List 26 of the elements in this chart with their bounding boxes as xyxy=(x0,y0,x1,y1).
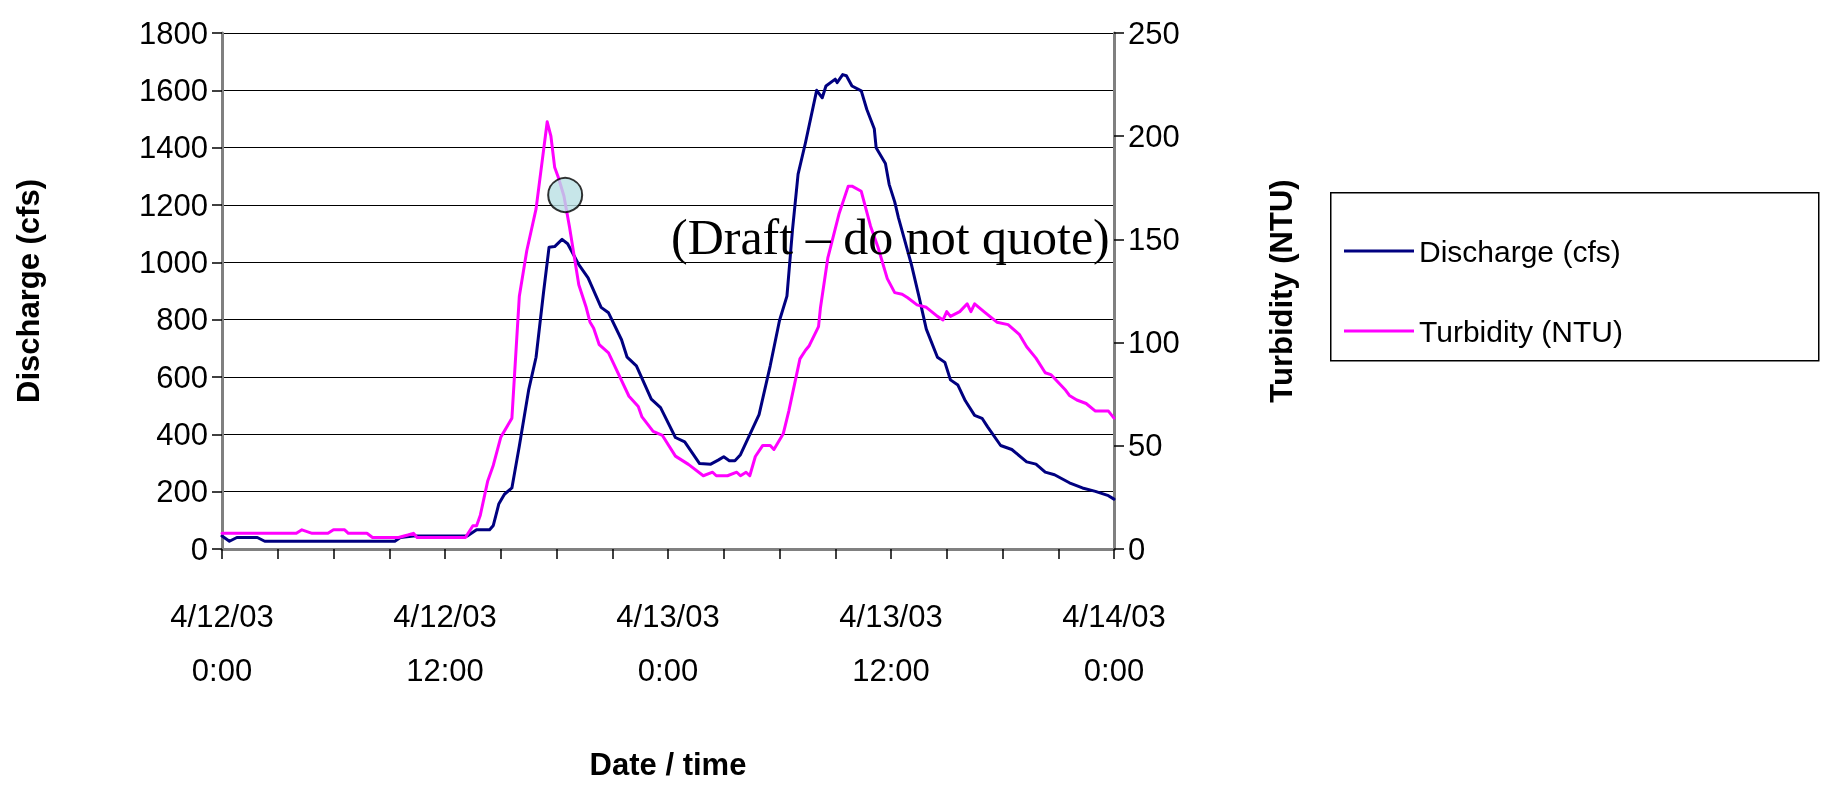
y-tick-label: 800 xyxy=(156,302,208,338)
y-axis-title: Discharge (cfs) xyxy=(11,179,46,403)
y2-tick-label: 0 xyxy=(1128,531,1146,567)
y2-axis-title: Turbidity (NTU) xyxy=(1264,179,1299,403)
y-tick-label: 200 xyxy=(156,474,208,510)
legend-label: Turbidity (NTU) xyxy=(1419,314,1623,348)
y-tick-label: 1400 xyxy=(139,130,208,166)
y2-tick-label: 200 xyxy=(1128,118,1180,154)
x-axis-title: Date / time xyxy=(589,747,747,782)
y2-tick-label: 250 xyxy=(1128,15,1180,51)
y2-tick-label: 100 xyxy=(1128,325,1180,361)
y2-tick-label: 50 xyxy=(1128,428,1163,464)
y-tick-label: 0 xyxy=(190,531,208,567)
y-tick-label: 1000 xyxy=(139,244,208,280)
legend-label: Discharge (cfs) xyxy=(1419,234,1621,268)
x-tick-label: 4/12/03 12:00 xyxy=(393,598,497,688)
y-tick-label: 1600 xyxy=(139,72,208,108)
y-tick-label: 1800 xyxy=(139,15,208,51)
x-tick-label: 4/12/03 0:00 xyxy=(170,598,274,688)
x-tick-label: 4/13/03 12:00 xyxy=(839,598,943,688)
y-tick-label: 600 xyxy=(156,359,208,395)
y2-tick-label: 150 xyxy=(1128,221,1180,257)
x-tick-label: 4/13/03 0:00 xyxy=(616,598,720,688)
y-tick-label: 400 xyxy=(156,416,208,452)
x-tick-label: 4/14/03 0:00 xyxy=(1062,598,1166,688)
y-tick-label: 1200 xyxy=(139,187,208,223)
